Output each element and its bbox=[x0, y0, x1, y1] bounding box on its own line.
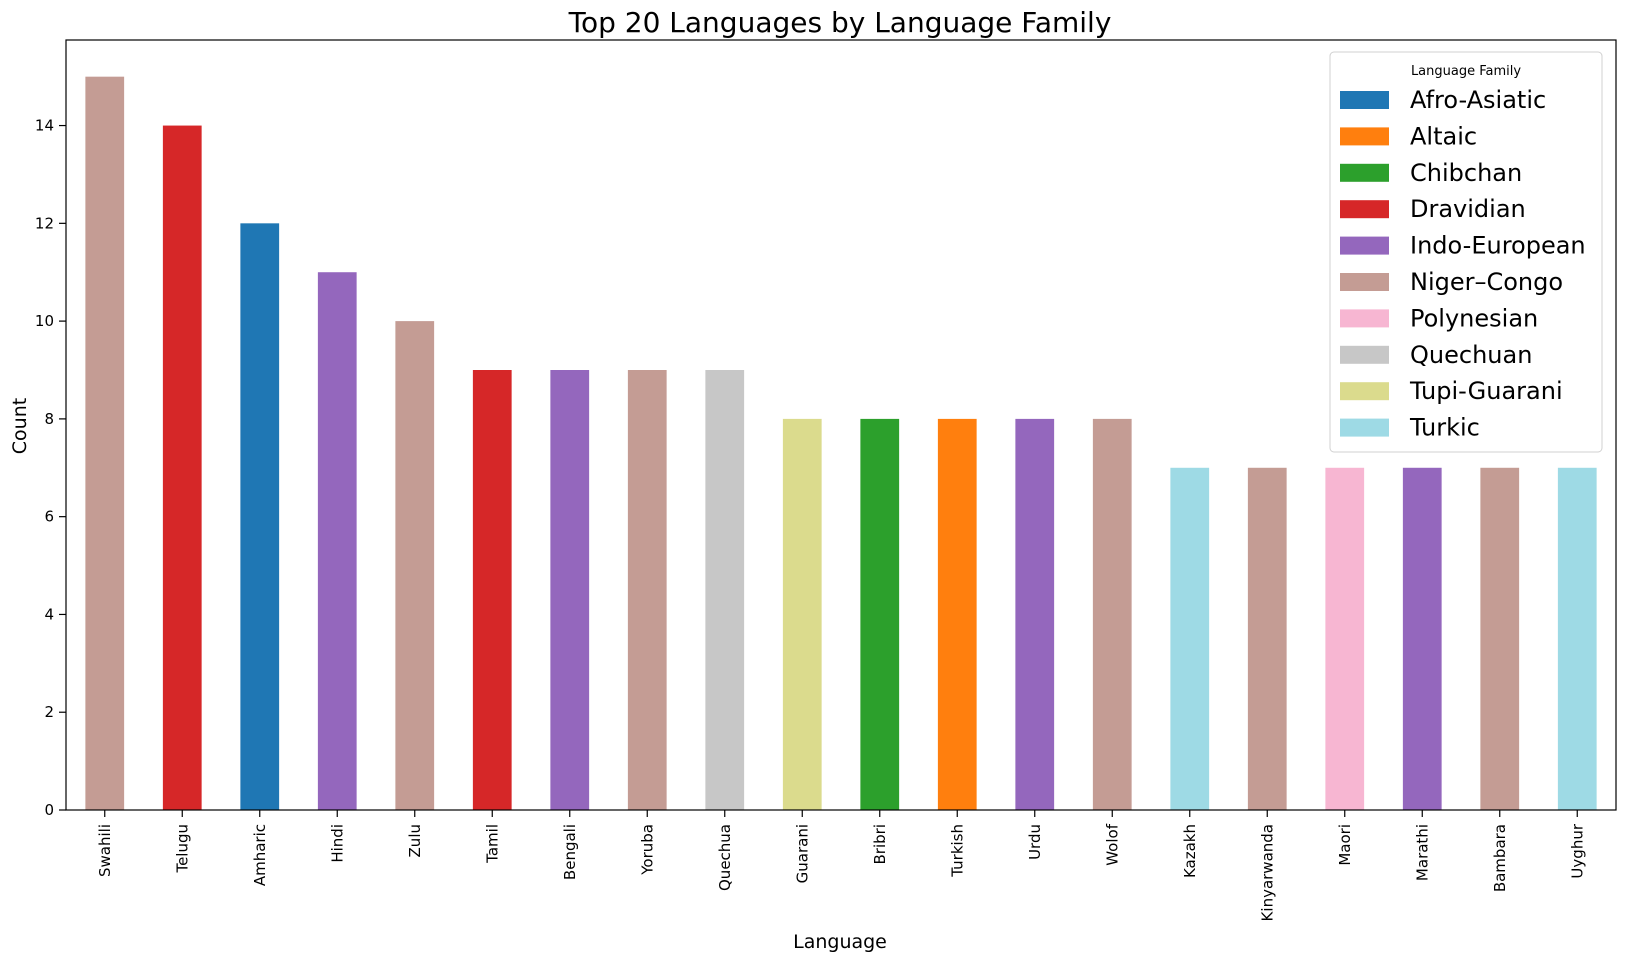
bar-guarani bbox=[782, 418, 822, 810]
y-tick-label: 12 bbox=[35, 214, 54, 232]
x-tick-label: Uyghur bbox=[1568, 823, 1586, 878]
plot-frame bbox=[65, 39, 1617, 811]
bar-kinyarwanda bbox=[1247, 467, 1287, 810]
x-tick-label: Wolof bbox=[1103, 823, 1121, 865]
bar-maori bbox=[1325, 467, 1365, 810]
bars-group bbox=[85, 76, 1597, 811]
x-tick-label: Maori bbox=[1336, 824, 1354, 866]
legend-swatch bbox=[1340, 309, 1389, 328]
x-tick-label: Bengali bbox=[561, 824, 579, 880]
legend-box bbox=[1329, 51, 1603, 453]
x-axis: Swahili Telugu Amharic Hindi Zulu Tamil Bengal… bbox=[96, 810, 1586, 921]
y-tick-label: 14 bbox=[35, 117, 54, 135]
legend-label: Polynesian bbox=[1410, 304, 1538, 332]
y-tick-label: 10 bbox=[35, 312, 54, 330]
bar-bribri bbox=[860, 418, 900, 810]
x-tick-label: Marathi bbox=[1413, 824, 1431, 881]
bar-yoruba bbox=[627, 370, 667, 810]
legend-swatch bbox=[1340, 200, 1389, 219]
x-tick-label: Bambara bbox=[1491, 824, 1509, 892]
legend-label: Altaic bbox=[1410, 122, 1477, 150]
bar-swahili bbox=[85, 76, 125, 811]
x-tick-label: Swahili bbox=[96, 824, 114, 877]
legend-label: Niger–Congo bbox=[1410, 268, 1563, 296]
x-tick-label: Bribri bbox=[871, 824, 889, 864]
y-tick-label: 4 bbox=[44, 605, 54, 623]
x-tick-label: Tamil bbox=[483, 824, 501, 864]
legend-swatch bbox=[1340, 418, 1389, 437]
x-tick-label: Zulu bbox=[406, 824, 424, 857]
x-tick-label: Yoruba bbox=[638, 824, 656, 876]
bar-urdu bbox=[1015, 418, 1055, 810]
x-tick-label: Telugu bbox=[173, 824, 191, 874]
x-tick-label: Guarani bbox=[793, 824, 811, 883]
y-tick-label: 0 bbox=[44, 801, 54, 819]
bar-zulu bbox=[395, 321, 435, 810]
bar-amharic bbox=[240, 223, 280, 810]
bar-kazakh bbox=[1170, 467, 1210, 810]
y-axis: 0 2 4 6 8 10 12 14 bbox=[35, 117, 66, 819]
x-axis-label: Language bbox=[793, 931, 887, 953]
x-tick-label: Kazakh bbox=[1181, 824, 1199, 878]
legend-swatch bbox=[1340, 236, 1389, 255]
y-tick-label: 6 bbox=[44, 508, 54, 526]
legend-label: Tupi-Guarani bbox=[1409, 377, 1563, 405]
legend-swatch bbox=[1340, 273, 1389, 291]
bar-turkish bbox=[937, 418, 977, 810]
legend-swatch bbox=[1340, 91, 1389, 109]
bar-uyghur bbox=[1557, 467, 1597, 810]
legend-swatch bbox=[1340, 382, 1389, 401]
legend-label: Indo-European bbox=[1410, 232, 1586, 260]
legend-swatch bbox=[1340, 345, 1389, 364]
x-tick-label: Quechua bbox=[716, 824, 734, 891]
bar-wolof bbox=[1092, 418, 1132, 810]
y-tick-label: 2 bbox=[44, 703, 54, 721]
x-tick-label: Amharic bbox=[251, 824, 269, 886]
bar-telugu bbox=[162, 125, 202, 810]
chart-title: Top 20 Languages by Language Family bbox=[568, 6, 1112, 39]
bar-tamil bbox=[472, 370, 512, 810]
x-tick-label: Urdu bbox=[1026, 824, 1044, 860]
y-tick-label: 8 bbox=[44, 410, 54, 428]
x-tick-label: Hindi bbox=[328, 824, 346, 863]
y-axis-label: Count bbox=[9, 398, 31, 454]
x-tick-label: Kinyarwanda bbox=[1258, 824, 1276, 921]
legend: Language Family Afro-Asiatic Altaic Chibch… bbox=[1329, 51, 1603, 453]
bar-quechua bbox=[705, 370, 745, 810]
legend-title: Language Family bbox=[1411, 64, 1521, 79]
legend-label: Chibchan bbox=[1410, 159, 1522, 187]
legend-label: Dravidian bbox=[1410, 195, 1526, 223]
legend-label: Afro-Asiatic bbox=[1410, 86, 1546, 114]
bar-bengali bbox=[550, 370, 590, 810]
bar-hindi bbox=[317, 272, 357, 811]
bar-marathi bbox=[1402, 467, 1442, 810]
legend-swatch bbox=[1340, 127, 1389, 146]
bar-bambara bbox=[1480, 467, 1520, 810]
legend-swatch bbox=[1340, 163, 1389, 182]
legend-label: Quechuan bbox=[1410, 341, 1532, 369]
legend-label: Turkic bbox=[1409, 414, 1480, 442]
x-tick-label: Turkish bbox=[948, 824, 966, 878]
